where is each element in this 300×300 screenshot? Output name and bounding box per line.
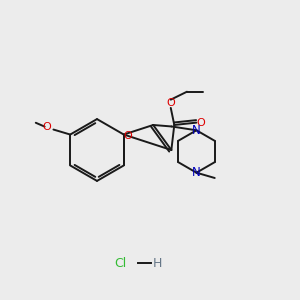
- Text: O: O: [124, 131, 132, 141]
- Text: Cl: Cl: [114, 257, 127, 270]
- Text: N: N: [191, 124, 200, 137]
- Text: O: O: [196, 118, 205, 128]
- Text: O: O: [43, 122, 51, 132]
- Text: N: N: [191, 166, 200, 179]
- Text: H: H: [153, 257, 162, 270]
- Text: O: O: [167, 98, 175, 108]
